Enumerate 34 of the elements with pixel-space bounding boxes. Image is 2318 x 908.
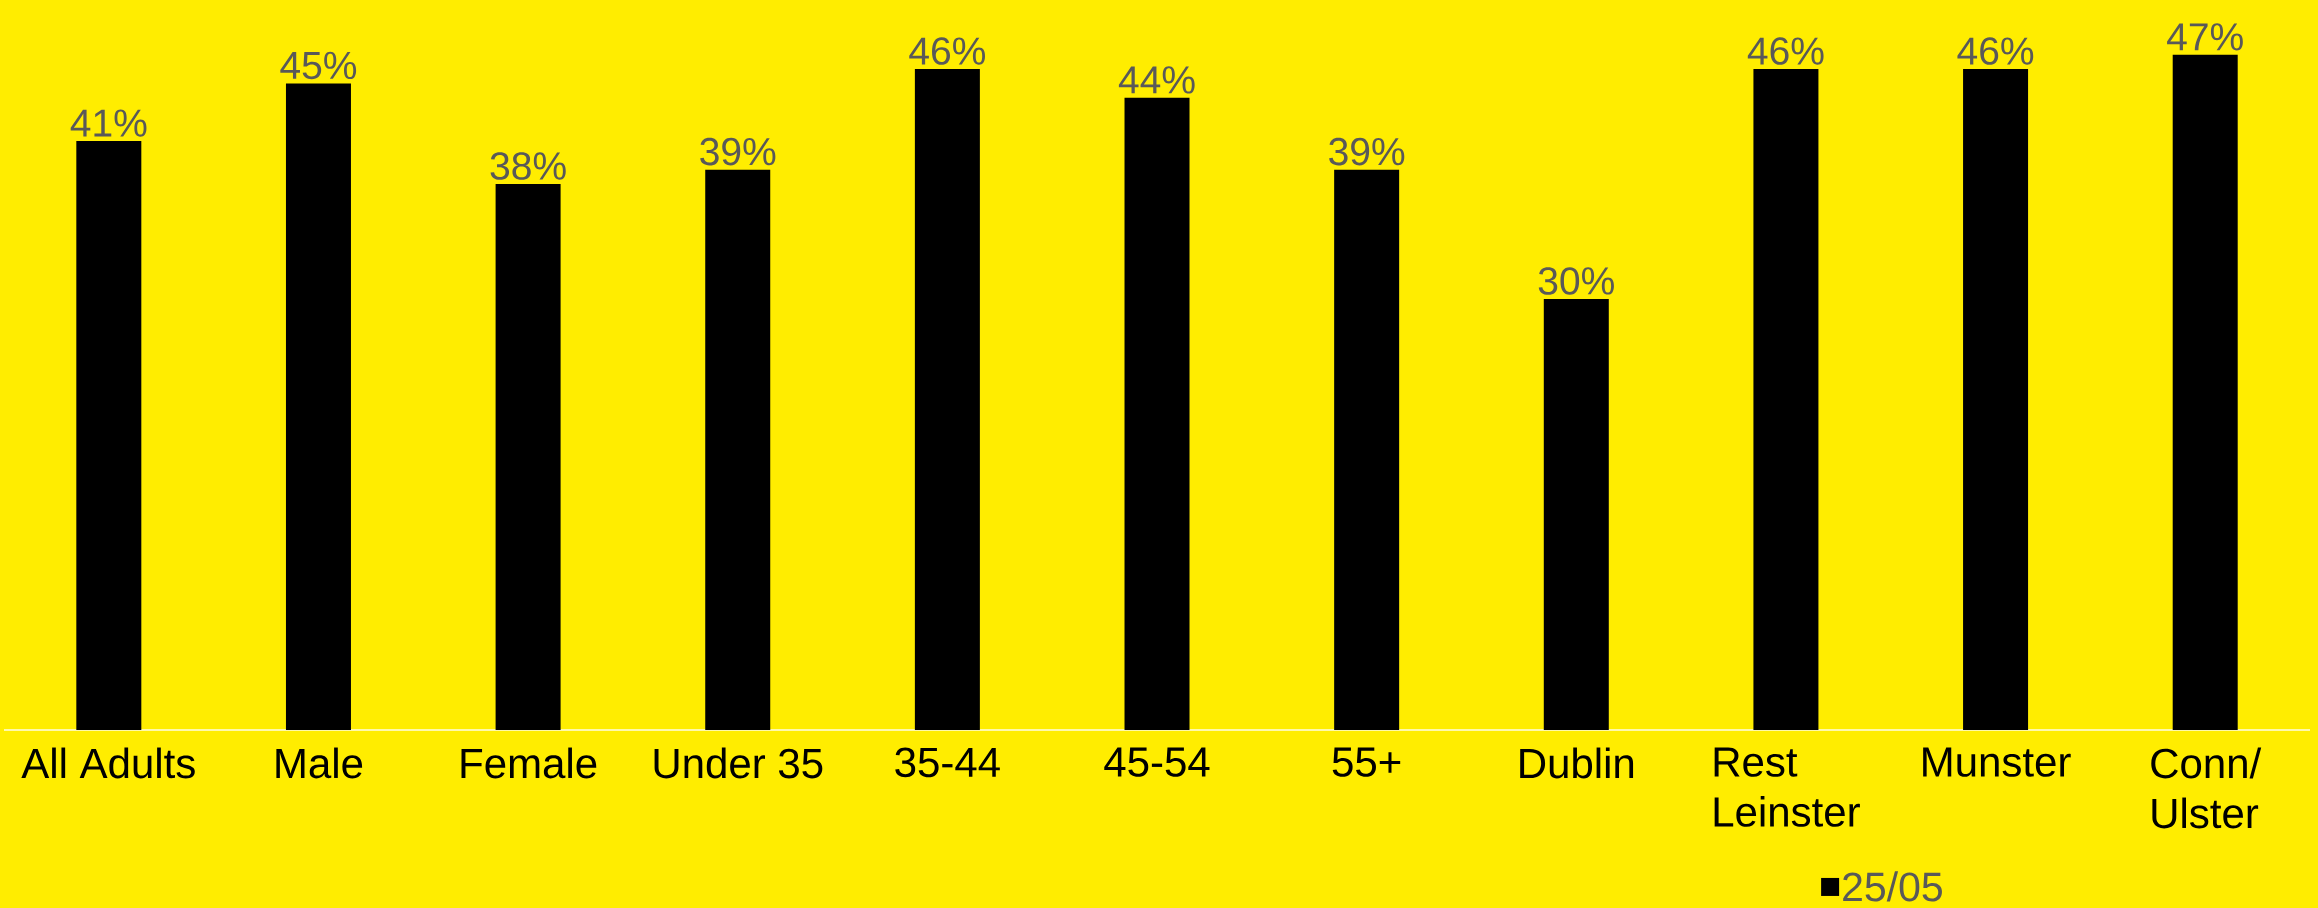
x-tick-label: Male: [276, 747, 363, 779]
x-tick-label: Munster: [1923, 747, 2071, 777]
data-label: 39%: [700, 137, 776, 166]
bar: [1124, 97, 1190, 730]
x-tick-label: 35-44: [895, 747, 1000, 778]
bar: [705, 169, 771, 730]
bar: [2172, 54, 2238, 730]
x-tick-label: Conn/ Ulster: [2151, 747, 2262, 829]
bar: [914, 69, 980, 730]
x-tick-label: Under 35: [654, 747, 823, 779]
x-tick-label: 45-54: [1104, 747, 1210, 777]
data-label: 30%: [1538, 267, 1614, 295]
data-label: 46%: [1957, 37, 2034, 65]
data-label: 39%: [1329, 137, 1405, 166]
data-label: 47%: [2167, 23, 2243, 51]
data-label: 41%: [70, 109, 147, 137]
bar: [1963, 69, 2029, 730]
bar: [495, 184, 561, 730]
bar: [1334, 169, 1400, 730]
data-label: 44%: [1118, 66, 1195, 94]
data-label: 38%: [490, 152, 566, 180]
legend-label: 25/05: [1843, 871, 1942, 902]
x-tick-label: Rest Leinster: [1714, 747, 1860, 827]
data-label: 46%: [1747, 37, 1824, 65]
data-label: 45%: [280, 51, 357, 80]
x-tick-label: All Adults: [21, 747, 195, 779]
bar: [285, 83, 351, 730]
bar: [76, 140, 142, 730]
bar: [1753, 69, 1819, 730]
x-tick-label: Dublin: [1520, 747, 1634, 779]
x-tick-label: Female: [461, 747, 597, 779]
x-tick-label: 55+: [1332, 747, 1401, 777]
bar: [1543, 298, 1609, 730]
data-label: 46%: [909, 37, 986, 65]
